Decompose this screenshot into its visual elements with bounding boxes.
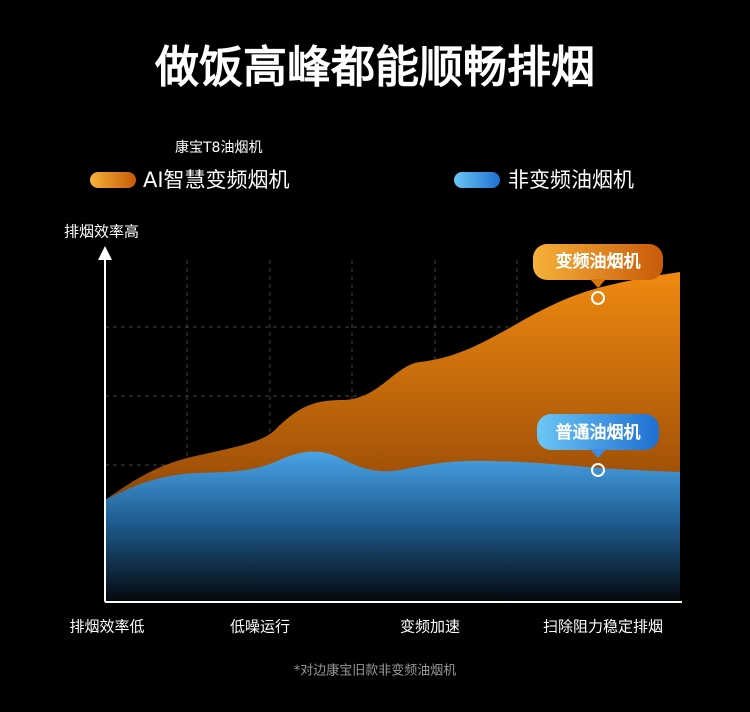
y-axis-label: 排烟效率高: [64, 223, 139, 241]
legend-label: AI智慧变频烟机: [143, 168, 290, 192]
footnote: *对边康宝旧款非变频油烟机: [294, 663, 457, 679]
x-label: 扫除阻力稳定排烟: [543, 618, 663, 636]
brand: 康宝T8油烟机: [175, 139, 262, 156]
x-label: 低噪运行: [230, 618, 290, 636]
x-label: 变频加速: [400, 618, 460, 636]
callout-pointer: [590, 449, 606, 458]
y-axis-arrow: [98, 246, 112, 260]
legend-swatch: [90, 172, 136, 188]
legend-swatch: [454, 172, 500, 188]
legend-label: 非变频油烟机: [508, 168, 634, 192]
callout-label: 变频油烟机: [556, 251, 641, 272]
title: 做饭高峰都能顺畅排烟: [154, 42, 595, 93]
x-label: 排烟效率低: [69, 618, 144, 636]
callout: [537, 414, 659, 450]
callout: [533, 244, 663, 280]
callout-pointer: [590, 279, 606, 288]
blue-area: [105, 451, 680, 602]
callout-label: 普通油烟机: [556, 422, 641, 443]
marker: [591, 291, 605, 305]
marker: [591, 463, 605, 477]
